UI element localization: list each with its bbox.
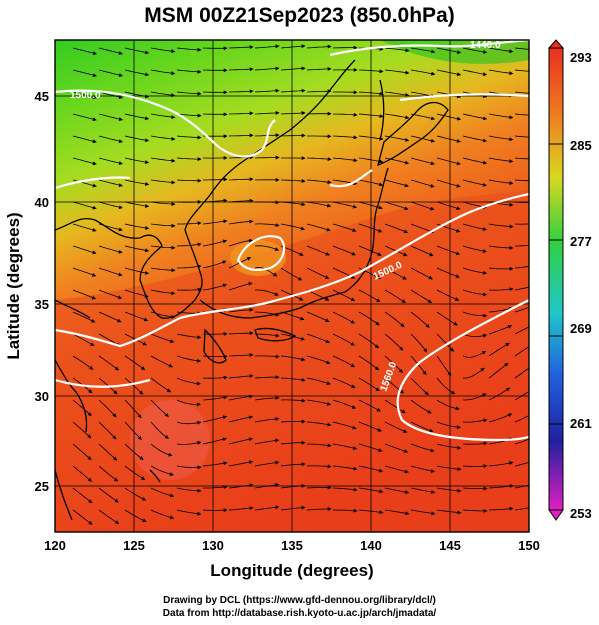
x-tick-label: 145 (439, 538, 461, 553)
x-axis-ticks: 120 125 130 135 140 145 150 (44, 538, 540, 553)
contour-label-1440: 1440.0 (470, 40, 501, 51)
height-contours (55, 40, 529, 442)
colorbar-label: 269 (570, 321, 592, 336)
plot-frame (54, 39, 530, 533)
y-tick-label: 40 (35, 195, 49, 210)
credits: Drawing by DCL (https://www.gfd-dennou.o… (0, 594, 599, 620)
lat-lon-grid (55, 40, 529, 532)
y-tick-label: 35 (35, 297, 49, 312)
x-tick-label: 120 (44, 538, 66, 553)
colorbar-top-triangle (547, 39, 565, 49)
colorbar-scale (548, 47, 564, 511)
colorbar-bottom-triangle (548, 509, 564, 521)
colorbar-label: 277 (570, 234, 592, 249)
credit-data-source: Data from http://database.rish.kyoto-u.a… (162, 608, 437, 619)
colorbar-label: 261 (570, 416, 592, 431)
y-axis-ticks: 25 30 35 40 45 (35, 89, 49, 494)
x-tick-label: 125 (123, 538, 145, 553)
contour-label-1500-west: 1500.0 (70, 90, 101, 101)
x-tick-label: 150 (518, 538, 540, 553)
colorbar-label: 293 (570, 50, 592, 65)
y-tick-label: 25 (35, 479, 49, 494)
x-tick-label: 140 (360, 538, 382, 553)
page-title: MSM 00Z21Sep2023 (850.0hPa) (144, 4, 455, 27)
colorbar-label: 253 (570, 506, 592, 521)
colorbar: 293 285 277 269 261 253 (547, 39, 592, 521)
x-tick-label: 130 (202, 538, 224, 553)
y-tick-label: 30 (35, 389, 49, 404)
coastlines (55, 59, 449, 521)
colorbar-label: 285 (570, 138, 592, 153)
credit-drawing: Drawing by DCL (https://www.gfd-dennou.o… (163, 595, 436, 606)
y-axis-title: Latitude (degrees) (4, 212, 23, 359)
x-tick-label: 135 (281, 538, 303, 553)
y-tick-label: 45 (35, 89, 49, 104)
x-axis-title: Longitude (degrees) (210, 561, 373, 580)
